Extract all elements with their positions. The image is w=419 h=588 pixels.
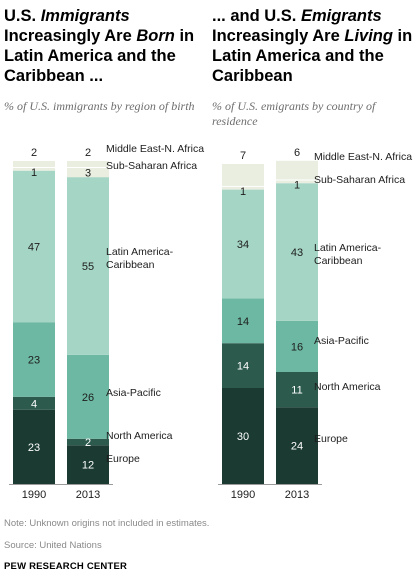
right-bar-1990-asia-pacific bbox=[222, 298, 264, 344]
left-tick-label-1990: 1990 bbox=[22, 489, 46, 501]
right-series-label-asia-pacific: Asia-Pacific bbox=[314, 335, 369, 347]
right-bar-2013-middle-east-n-africa bbox=[276, 160, 318, 180]
left-bar-1990-north-america bbox=[13, 396, 55, 410]
right-chart-title: ... and U.S. Emigrants Increasingly Are … bbox=[212, 7, 413, 85]
right-series-label-middle-east-n-africa: Middle East-N. Africa bbox=[314, 151, 412, 163]
left-value-1990-latin-america-caribbean: 47 bbox=[28, 242, 40, 254]
right-value-2013-sub-saharan-africa: 1 bbox=[294, 180, 300, 192]
left-bar-2013-north-america bbox=[67, 438, 109, 446]
left-value-2013-north-america: 2 bbox=[85, 437, 91, 449]
right-value-2013-europe: 24 bbox=[291, 441, 303, 453]
right-chart-subtitle: % of U.S. emigrants by country of reside… bbox=[212, 99, 376, 128]
left-value-1990-europe: 23 bbox=[28, 442, 40, 454]
right-tick-label-1990: 1990 bbox=[231, 489, 255, 501]
right-bar-2013-sub-saharan-africa bbox=[276, 180, 318, 184]
left-bar-1990-europe bbox=[13, 409, 55, 484]
right-value-2013-asia-pacific: 16 bbox=[291, 341, 303, 353]
right-value-1990-north-america: 14 bbox=[237, 361, 249, 373]
left-value-2013-asia-pacific: 26 bbox=[82, 392, 94, 404]
right-series-label-latin-america-caribbean: Latin America-Caribbean bbox=[314, 242, 382, 267]
left-bar-2013-latin-america-caribbean bbox=[67, 177, 109, 355]
source-note: Source: United Nations bbox=[4, 540, 102, 551]
right-value-1990-sub-saharan-africa: 1 bbox=[240, 186, 246, 198]
left-value-2013-sub-saharan-africa: 3 bbox=[85, 167, 91, 179]
right-value-1990-middle-east-n-africa: 7 bbox=[240, 150, 246, 162]
right-bar-1990-europe bbox=[222, 388, 264, 484]
left-value-2013-europe: 12 bbox=[82, 460, 94, 472]
right-bar-1990-sub-saharan-africa bbox=[222, 186, 264, 190]
left-series-label-europe: Europe bbox=[106, 453, 140, 465]
left-series-label-middle-east-n-africa: Middle East-N. Africa bbox=[106, 143, 204, 155]
right-bar-2013-latin-america-caribbean bbox=[276, 183, 318, 321]
left-value-1990-sub-saharan-africa: 1 bbox=[31, 167, 37, 179]
left-bar-1990-asia-pacific bbox=[13, 322, 55, 397]
left-series-label-asia-pacific: Asia-Pacific bbox=[106, 387, 161, 399]
left-value-2013-middle-east-n-africa: 2 bbox=[85, 147, 91, 159]
left-series-label-sub-saharan-africa: Sub-Saharan Africa bbox=[106, 160, 197, 172]
left-series-label-latin-america-caribbean: Latin America-Caribbean bbox=[106, 246, 174, 271]
left-bar-2013-asia-pacific bbox=[67, 354, 109, 439]
right-value-2013-middle-east-n-africa: 6 bbox=[294, 147, 300, 159]
right-bar-1990-middle-east-n-africa bbox=[222, 164, 264, 187]
left-value-1990-middle-east-n-africa: 2 bbox=[31, 147, 37, 159]
brand-logo: PEW RESEARCH CENTER bbox=[4, 561, 128, 572]
left-chart-subtitle: % of U.S. immigrants by region of birth bbox=[4, 99, 195, 113]
right-tick-label-2013: 2013 bbox=[285, 489, 309, 501]
right-value-2013-latin-america-caribbean: 43 bbox=[291, 247, 303, 259]
right-value-2013-north-america: 11 bbox=[291, 385, 302, 397]
left-chart-title: U.S. Immigrants Increasingly Are Born in… bbox=[4, 7, 195, 85]
right-value-1990-latin-america-caribbean: 34 bbox=[237, 239, 249, 251]
left-bar-1990-latin-america-caribbean bbox=[13, 170, 55, 323]
left-bar-2013-europe bbox=[67, 445, 109, 484]
footnote: Note: Unknown origins not included in es… bbox=[4, 518, 210, 529]
left-series-label-north-america: North America bbox=[106, 430, 173, 442]
right-series-label-north-america: North America bbox=[314, 381, 381, 393]
right-bar-2013-asia-pacific bbox=[276, 320, 318, 372]
right-bar-2013-north-america bbox=[276, 372, 318, 408]
right-series-label-sub-saharan-africa: Sub-Saharan Africa bbox=[314, 174, 405, 186]
right-series-label-europe: Europe bbox=[314, 433, 348, 445]
left-bar-1990-sub-saharan-africa bbox=[13, 167, 55, 171]
left-value-1990-north-america: 4 bbox=[31, 398, 37, 410]
left-bar-1990-middle-east-n-africa bbox=[13, 161, 55, 168]
right-value-1990-asia-pacific: 14 bbox=[237, 316, 249, 328]
right-bar-1990-north-america bbox=[222, 343, 264, 388]
left-tick-label-2013: 2013 bbox=[76, 489, 100, 501]
right-value-1990-europe: 30 bbox=[237, 431, 249, 443]
left-value-1990-asia-pacific: 23 bbox=[28, 355, 40, 367]
left-bar-2013-middle-east-n-africa bbox=[67, 161, 109, 168]
right-bar-1990-latin-america-caribbean bbox=[222, 189, 264, 299]
left-value-2013-latin-america-caribbean: 55 bbox=[82, 261, 94, 273]
left-bar-2013-sub-saharan-africa bbox=[67, 167, 109, 178]
right-bar-2013-europe bbox=[276, 407, 318, 484]
